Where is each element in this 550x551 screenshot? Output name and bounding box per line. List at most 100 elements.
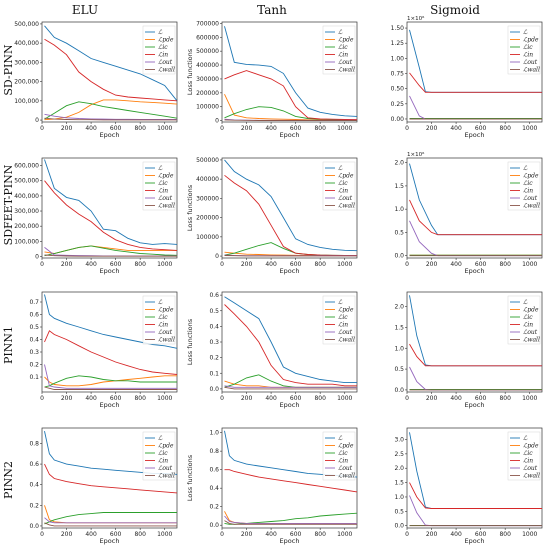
chart-panel-0-2: 0 200 400 600 800 1000 0.00 0.25 0.50 0.75 1.00 1.2…	[391, 15, 543, 139]
x-tick-label: 600	[290, 395, 302, 402]
chart-panel-3-1: 0 200 400 600 800 1000 0.0 0.2 0.4 0.6 0.8 1.0 Epoch…	[186, 427, 358, 545]
x-axis-label: Epoch	[100, 267, 120, 275]
legend-label: ℒin	[158, 188, 168, 195]
y-tick-label: 500000	[196, 48, 219, 55]
x-tick-label: 200	[241, 395, 253, 402]
y-tick-label: 0.0	[394, 253, 404, 260]
chart-panel-1-2: 0 200 400 600 800 1000 0.0 0.5 1.0 1.5 2.0 Epoch 1×1…	[394, 151, 543, 275]
x-tick-label: 400	[265, 531, 277, 538]
y-tick-label: 0.0	[209, 522, 219, 529]
y-axis-label: Loss functions	[186, 48, 194, 95]
legend-label: ℒpde	[158, 37, 174, 44]
legend-label: ℒout	[338, 329, 353, 336]
y-tick-label: 500,000	[14, 178, 39, 185]
x-tick-label: 0	[405, 395, 409, 402]
legend-label: ℒic	[338, 44, 348, 51]
x-tick-label: 800	[134, 125, 146, 132]
x-tick-label: 1000	[337, 395, 352, 402]
y-tick-label: 1.00	[391, 55, 405, 62]
x-tick-label: 1000	[337, 261, 352, 268]
y-tick-label: 1.5	[394, 324, 404, 331]
y-tick-label: 2.0	[394, 304, 404, 311]
legend-label: ℒpde	[158, 443, 174, 450]
series-line-l	[224, 26, 358, 117]
y-tick-label: 0.0	[394, 523, 404, 530]
legend-label: ℒ	[523, 165, 528, 172]
y-tick-label: 1.5	[394, 183, 404, 190]
legend-label: ℒout	[523, 329, 538, 336]
y-tick-label: 400000	[196, 62, 219, 69]
y-tick-label: 300000	[196, 195, 219, 202]
y-tick-label: 0.5	[394, 508, 404, 515]
series-line-l	[44, 25, 178, 102]
legend-label: ℒout	[158, 329, 173, 336]
series-line-lin	[44, 180, 178, 251]
legend-label: ℒin	[523, 322, 533, 329]
legend-label: ℒin	[523, 52, 533, 59]
x-tick-label: 600	[110, 531, 122, 538]
series-line-lout	[224, 385, 357, 388]
y-tick-label: 100000	[196, 234, 219, 241]
series-line-lin	[409, 199, 542, 236]
x-tick-label: 1000	[157, 395, 172, 402]
series-line-lin	[44, 38, 178, 102]
legend-label: ℒout	[158, 465, 173, 472]
legend-box	[142, 161, 176, 211]
legend-label: ℒ	[523, 435, 528, 442]
y-tick-label: 100000	[196, 104, 219, 111]
column-title-sigmoid: Sigmoid	[430, 3, 480, 17]
x-axis-label: Epoch	[100, 131, 120, 139]
y-axis-label: Loss functions	[186, 184, 194, 231]
legend-label: ℒpde	[338, 307, 354, 314]
legend-box	[142, 25, 176, 75]
y-tick-label: 200,000	[14, 79, 39, 86]
legend-label: ℒwall	[158, 203, 175, 210]
y-tick-label: 500000	[196, 157, 219, 164]
x-tick-label: 600	[110, 395, 122, 402]
x-tick-label: 200	[426, 261, 438, 268]
y-axis-multiplier: 1×10⁶	[407, 151, 425, 158]
y-tick-label: 1.0	[394, 494, 404, 501]
y-tick-label: 0.3	[209, 339, 219, 346]
x-tick-label: 200	[61, 531, 73, 538]
y-tick-label: 0	[35, 253, 39, 260]
y-tick-label: 0.0	[29, 523, 39, 530]
y-tick-label: 0.7	[29, 299, 39, 306]
x-tick-label: 800	[499, 125, 511, 132]
series-line-lwall	[224, 386, 357, 390]
chart-panel-2-2: 0 200 400 600 800 1000 0.0 0.5 1.0 1.5 2.0 Epoch ℒℒp…	[394, 291, 543, 409]
legend-label: ℒwall	[523, 67, 540, 74]
legend-label: ℒwall	[158, 67, 175, 74]
x-tick-label: 200	[61, 395, 73, 402]
y-tick-label: 1.5	[394, 480, 404, 487]
series-line-lout	[44, 517, 177, 524]
x-tick-label: 600	[475, 125, 487, 132]
legend-label: ℒ	[158, 435, 163, 442]
legend-label: ℒic	[338, 180, 348, 187]
x-axis-label: Epoch	[100, 537, 120, 545]
y-tick-label: 0.6	[209, 467, 219, 474]
y-tick-label: 600000	[196, 34, 219, 41]
x-axis-label: Epoch	[100, 401, 120, 409]
x-tick-label: 600	[475, 261, 487, 268]
row-title-sd-pinn: SD-PINN	[2, 44, 15, 96]
y-tick-label: 0.2	[209, 355, 219, 362]
y-tick-label: 400000	[196, 176, 219, 183]
x-tick-label: 1000	[522, 125, 537, 132]
y-tick-label: 0.5	[394, 229, 404, 236]
legend-box	[142, 431, 176, 481]
legend-box	[322, 25, 356, 75]
series-line-lout	[224, 515, 357, 524]
y-tick-label: 1.0	[209, 430, 219, 437]
x-tick-label: 400	[85, 531, 97, 538]
x-tick-label: 600	[110, 261, 122, 268]
y-tick-label: 1.0	[394, 345, 404, 352]
legend-label: ℒin	[338, 458, 348, 465]
y-tick-label: 3.0	[394, 436, 404, 443]
series-line-lin	[409, 343, 542, 367]
legend-box	[322, 295, 356, 345]
legend-label: ℒ	[158, 29, 163, 36]
y-axis-label: Loss functions	[186, 454, 194, 501]
y-tick-label: 2.5	[394, 451, 404, 458]
x-tick-label: 800	[314, 395, 326, 402]
